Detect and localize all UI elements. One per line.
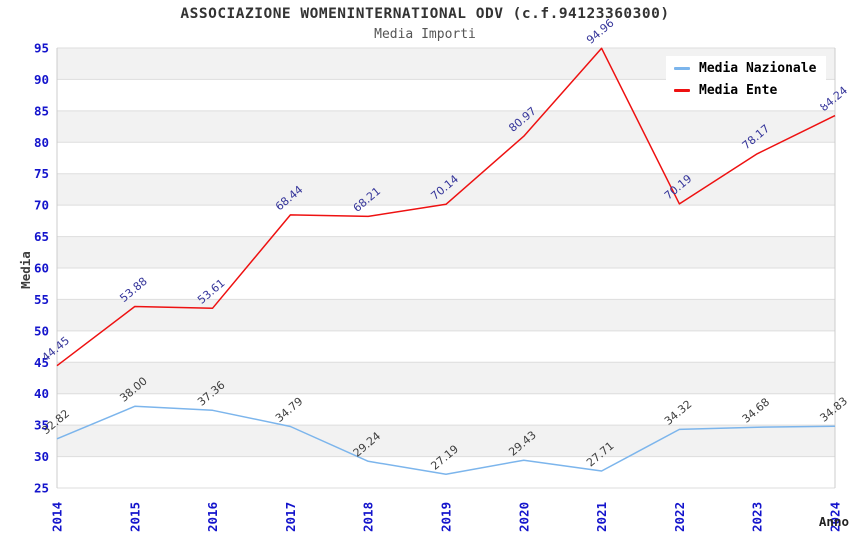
- svg-text:2022: 2022: [672, 502, 687, 532]
- y-axis-title: Media: [18, 251, 33, 289]
- svg-text:45: 45: [34, 355, 49, 370]
- svg-text:50: 50: [34, 323, 49, 338]
- svg-text:2014: 2014: [50, 502, 65, 532]
- svg-text:2023: 2023: [750, 502, 765, 532]
- svg-text:65: 65: [34, 229, 49, 244]
- media-nazionale-line-swatch: [674, 67, 690, 70]
- svg-text:70: 70: [34, 198, 49, 213]
- svg-text:40: 40: [34, 386, 49, 401]
- legend-item-media-ente[interactable]: Media Ente: [674, 83, 816, 98]
- svg-text:75: 75: [34, 166, 49, 181]
- svg-text:30: 30: [34, 449, 49, 464]
- svg-text:2019: 2019: [439, 502, 454, 532]
- x-axis-title: Anno: [819, 514, 849, 529]
- svg-text:95: 95: [34, 41, 49, 56]
- svg-text:2024: 2024: [828, 502, 843, 532]
- svg-text:35: 35: [34, 418, 49, 433]
- chart-subtitle: Media Importi: [374, 27, 476, 42]
- svg-text:2020: 2020: [516, 502, 531, 532]
- legend: Media Nazionale Media Ente: [666, 56, 827, 104]
- svg-text:2018: 2018: [361, 502, 376, 532]
- svg-text:2017: 2017: [283, 502, 298, 532]
- svg-text:2015: 2015: [127, 502, 142, 532]
- svg-text:85: 85: [34, 103, 49, 118]
- svg-text:2016: 2016: [205, 502, 220, 532]
- legend-item-media-nazionale[interactable]: Media Nazionale: [674, 61, 816, 76]
- svg-text:60: 60: [34, 261, 49, 276]
- svg-text:90: 90: [34, 72, 49, 87]
- svg-text:2021: 2021: [594, 502, 609, 532]
- svg-text:94.96: 94.96: [584, 17, 616, 47]
- chart-title: ASSOCIAZIONE WOMENINTERNATIONAL ODV (c.f…: [180, 6, 670, 22]
- svg-text:55: 55: [34, 292, 49, 307]
- svg-text:25: 25: [34, 481, 49, 496]
- media-ente-line-swatch: [674, 89, 690, 92]
- legend-label: Media Nazionale: [699, 61, 817, 76]
- legend-label: Media Ente: [699, 83, 778, 98]
- svg-text:80: 80: [34, 135, 49, 150]
